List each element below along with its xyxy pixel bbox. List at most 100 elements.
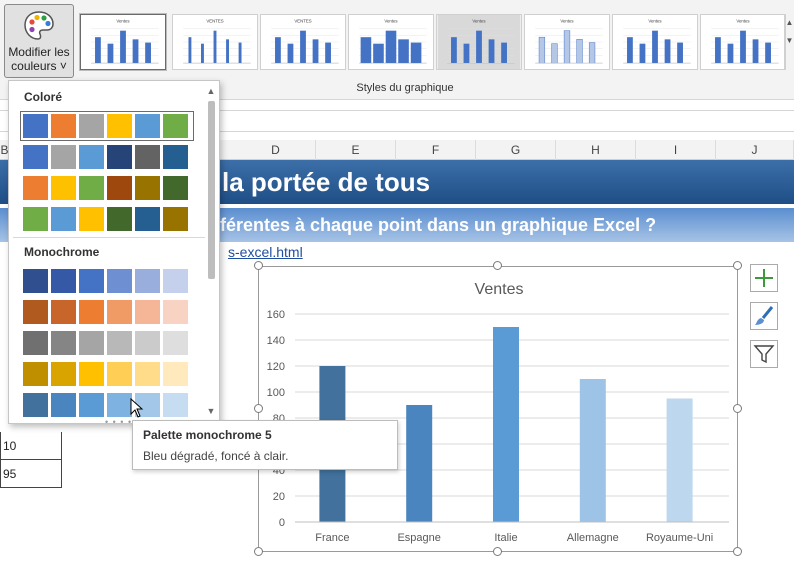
change-colors-button[interactable]: Modifier les couleurs ˅ xyxy=(4,4,74,78)
column-header-j[interactable]: J xyxy=(716,140,794,160)
resize-handle-l[interactable] xyxy=(254,404,263,413)
color-swatch xyxy=(163,269,188,293)
thumbnail-bar xyxy=(312,39,319,64)
tooltip-description: Bleu dégradé, foncé à clair. xyxy=(143,449,289,463)
scroll-down-arrow-icon[interactable]: ▼ xyxy=(206,406,216,416)
chart-style-thumbnail[interactable]: VENTES xyxy=(260,14,346,70)
funnel-icon xyxy=(753,345,775,364)
color-swatch xyxy=(79,393,104,417)
tooltip-title: Palette monochrome 5 xyxy=(143,428,272,442)
sheet-title-text: la portée de tous xyxy=(222,167,431,197)
thumbnail-bar xyxy=(120,30,126,64)
chart-style-thumbnail[interactable]: Ventes xyxy=(612,14,698,70)
colorful-palette-1[interactable] xyxy=(20,111,194,141)
thumbnail-bar xyxy=(627,37,633,64)
monochrome-palette-1[interactable] xyxy=(23,269,191,293)
thumbnail-bar xyxy=(538,36,546,64)
colorful-palette-2[interactable] xyxy=(23,145,191,169)
scroll-up-arrow-icon[interactable]: ▲ xyxy=(206,86,216,96)
monochrome-palette-4[interactable] xyxy=(23,362,191,386)
resize-handle-tr[interactable] xyxy=(733,261,742,270)
column-header-f[interactable]: F xyxy=(396,140,476,160)
color-swatch xyxy=(51,300,76,324)
thumbnail-bar xyxy=(752,39,759,64)
color-swatch xyxy=(163,331,188,355)
colorful-palette-4[interactable] xyxy=(23,207,191,231)
bar-espagne xyxy=(406,405,433,522)
thumbnail-bar xyxy=(360,37,372,64)
dropdown-scrollbar[interactable]: ▲ ▼ xyxy=(205,85,217,419)
chart-style-thumbnail[interactable]: Ventes xyxy=(700,14,786,70)
monochrome-palette-3[interactable] xyxy=(23,331,191,355)
color-swatch xyxy=(135,362,160,386)
chart-filters-button[interactable] xyxy=(750,340,778,368)
color-swatch xyxy=(79,114,104,138)
column-header-i[interactable]: I xyxy=(636,140,716,160)
chart-style-thumbnail[interactable]: Ventes xyxy=(348,14,434,70)
color-swatch xyxy=(107,393,132,417)
color-swatch xyxy=(107,331,132,355)
color-swatch xyxy=(135,114,160,138)
paintbrush-icon xyxy=(755,306,774,325)
thumbnail-bar xyxy=(563,30,571,64)
resize-handle-bl[interactable] xyxy=(254,547,263,556)
monochrome-palette-2[interactable] xyxy=(23,300,191,324)
resize-handle-tl[interactable] xyxy=(254,261,263,270)
color-swatch xyxy=(163,393,188,417)
chart-style-thumbnail[interactable]: VENTES xyxy=(172,14,258,70)
thumbnail-bar xyxy=(226,39,229,64)
resize-grip-icon[interactable]: • • • • xyxy=(105,417,133,427)
chart-elements-button[interactable] xyxy=(750,264,778,292)
color-swatch xyxy=(107,176,132,200)
thumbnail-bar xyxy=(740,30,746,64)
thumbnail-bar xyxy=(188,37,192,64)
x-category-label: Espagne xyxy=(397,532,440,544)
colorful-palette-3[interactable] xyxy=(23,176,191,200)
color-swatch xyxy=(135,176,160,200)
resize-handle-b[interactable] xyxy=(493,547,502,556)
color-swatch xyxy=(79,269,104,293)
color-swatch xyxy=(79,207,104,231)
section-divider xyxy=(13,237,205,238)
color-swatch xyxy=(107,269,132,293)
monochrome-palette-5[interactable] xyxy=(23,393,191,417)
thumbnail-bar xyxy=(373,43,384,64)
cell-value[interactable]: 95 xyxy=(0,460,62,488)
column-header-g[interactable]: G xyxy=(476,140,556,160)
thumbnail-bar xyxy=(576,39,583,64)
color-swatch xyxy=(79,145,104,169)
bar-italie xyxy=(493,327,519,522)
chart-style-thumbnail[interactable]: Ventes xyxy=(436,14,522,70)
resize-handle-br[interactable] xyxy=(733,547,742,556)
chart-area[interactable]: Ventes020406080100120140160FranceEspagne… xyxy=(258,266,738,552)
color-swatch xyxy=(23,393,48,417)
thumbnail-title: VENTES xyxy=(206,19,223,24)
cell-value[interactable]: 10 xyxy=(0,432,62,460)
thumbnail-bar xyxy=(325,42,331,64)
plus-icon xyxy=(755,269,773,287)
sheet-link[interactable]: s-excel.html xyxy=(228,244,303,260)
chart-style-thumbnail[interactable]: Ventes xyxy=(524,14,610,70)
gallery-scroll[interactable]: ▲ ▼ xyxy=(784,14,794,70)
color-palette-icon xyxy=(24,11,54,40)
chevron-up-icon[interactable]: ▲ xyxy=(785,18,794,27)
y-tick-label: 160 xyxy=(267,309,285,321)
section-monochrome-title: Monochrome xyxy=(24,245,100,259)
thumbnail-bar xyxy=(488,39,495,64)
column-header-d[interactable]: D xyxy=(236,140,316,160)
color-swatch xyxy=(135,300,160,324)
chart-styles-button[interactable] xyxy=(750,302,778,330)
thumbnail-bar xyxy=(588,42,596,64)
column-header-h[interactable]: H xyxy=(556,140,636,160)
resize-handle-r[interactable] xyxy=(733,404,742,413)
thumbnail-bar xyxy=(287,43,294,64)
section-colorful-title: Coloré xyxy=(24,90,63,104)
color-swatch xyxy=(51,393,76,417)
scroll-thumb[interactable] xyxy=(208,101,215,279)
resize-handle-t[interactable] xyxy=(493,261,502,270)
color-swatch xyxy=(135,269,160,293)
chart-style-thumbnail[interactable]: Ventes xyxy=(80,14,166,70)
chevron-down-icon[interactable]: ▼ xyxy=(785,36,794,45)
column-header-e[interactable]: E xyxy=(316,140,396,160)
thumbnail-bar xyxy=(275,37,281,64)
